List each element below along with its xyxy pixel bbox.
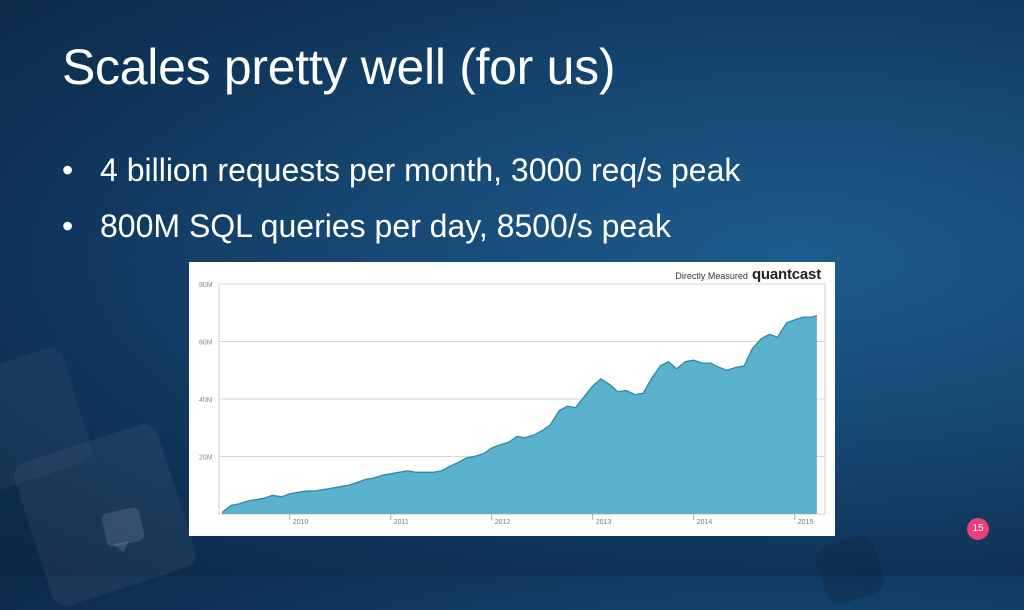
x-tick-label: 2014 <box>697 519 713 526</box>
area-fill <box>222 315 817 514</box>
x-tick-label: 2012 <box>495 519 511 526</box>
chart-brand: Directly Measured quantcast <box>675 266 821 284</box>
bullet-text: 800M SQL queries per day, 8500/s peak <box>100 208 672 244</box>
bullet-text: 4 billion requests per month, 3000 req/s… <box>100 152 741 188</box>
y-tick-label: 40M <box>199 397 213 404</box>
x-tick-label: 2011 <box>394 519 409 526</box>
area-chart-svg: 20M 40M 60M 80M 2010 2011 2012 2013 2014 2015 <box>199 282 826 526</box>
y-tick-label: 20M <box>199 455 213 462</box>
bullet-marker: • <box>62 208 74 244</box>
x-tick-label: 2015 <box>798 519 814 526</box>
series-line <box>221 314 818 514</box>
y-tick-label: 80M <box>199 282 213 289</box>
bullet-list: • 4 billion requests per month, 3000 req/… <box>62 142 740 254</box>
slide-title: Scales pretty well (for us) <box>62 39 616 95</box>
x-tick-label: 2013 <box>596 519 612 526</box>
x-tick-label: 2010 <box>293 519 309 526</box>
directly-measured-label: Directly Measured <box>675 271 748 281</box>
y-tick-label: 60M <box>199 340 213 347</box>
page-number-badge: 15 <box>967 518 989 540</box>
quantcast-logo: quantcast <box>751 266 821 283</box>
bullet-item: • 800M SQL queries per day, 8500/s peak <box>62 198 740 254</box>
bullet-marker: • <box>62 152 74 188</box>
bullet-item: • 4 billion requests per month, 3000 req/… <box>62 142 740 198</box>
traffic-chart: 20M 40M 60M 80M 2010 2011 2012 2013 2014 2015 Dir… <box>189 262 835 536</box>
background-decor-square <box>812 532 888 608</box>
